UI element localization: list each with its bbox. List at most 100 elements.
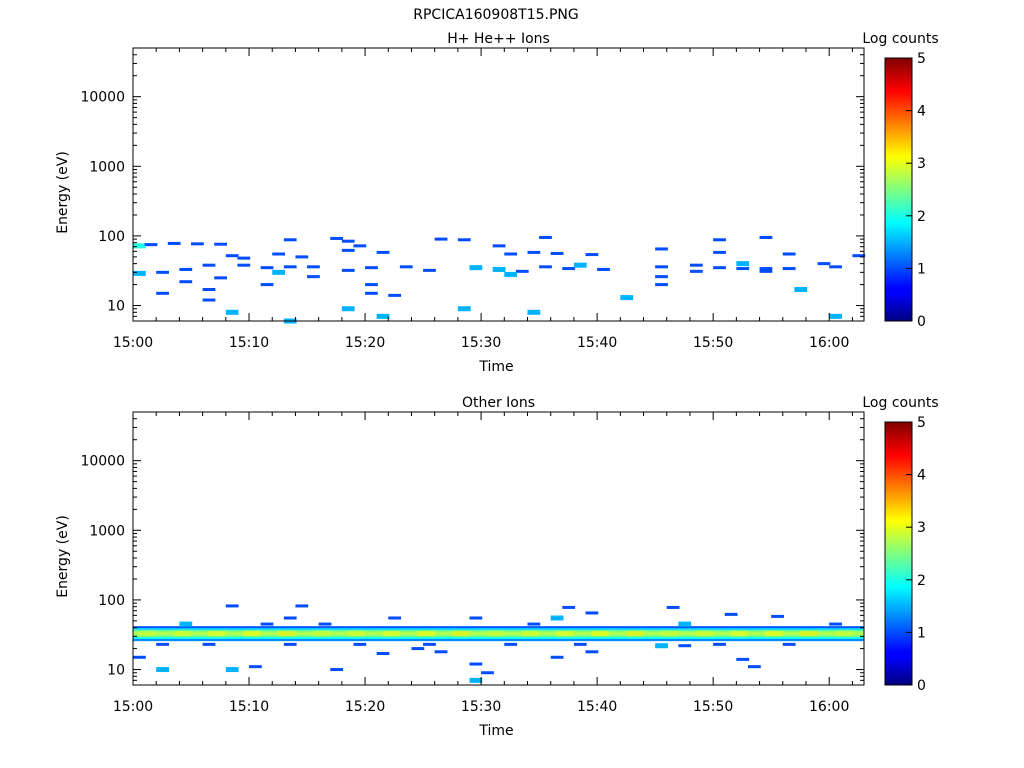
heatmap-cell <box>179 280 193 284</box>
heatmap-cell <box>550 251 564 255</box>
x-tick-label: 15:10 <box>229 335 269 351</box>
heatmap-cell <box>214 276 227 280</box>
x-tick-label: 15:10 <box>229 699 269 715</box>
heatmap-cell <box>260 266 274 270</box>
heatmap-cell <box>260 283 274 287</box>
heatmap-cell <box>655 265 668 269</box>
heatmap-cell <box>666 605 680 609</box>
x-tick-label: 15:20 <box>345 699 385 715</box>
colorbar-label: Log counts <box>862 31 938 47</box>
heatmap-cell <box>202 298 216 302</box>
panel-title: H+ He++ Ions <box>447 31 550 47</box>
heatmap-cell <box>504 642 518 646</box>
heatmap-cell <box>689 263 703 267</box>
heatmap-cell <box>515 269 529 273</box>
y-axis-label: Energy (eV) <box>55 151 71 234</box>
band-cell <box>486 630 505 637</box>
heatmap-cell <box>330 668 344 672</box>
band-cell <box>591 630 609 637</box>
heatmap-cell <box>388 616 402 620</box>
heatmap-cell <box>759 269 773 273</box>
heatmap-cell <box>237 256 251 260</box>
heatmap-cell <box>434 650 448 654</box>
axes-frame <box>132 411 865 686</box>
band-cell <box>382 630 400 637</box>
heatmap-cell <box>341 268 355 272</box>
heatmap-cell <box>562 267 576 271</box>
band-stripe <box>133 629 864 632</box>
colorbar-label: Log counts <box>862 395 938 411</box>
heatmap-cell <box>492 266 506 272</box>
colorbar-tick-label: 4 <box>917 468 926 484</box>
heatmap-cell <box>133 270 146 276</box>
heatmap-cell <box>782 267 796 271</box>
heatmap-cell <box>829 313 842 319</box>
colorbar-tick-label: 1 <box>917 261 926 277</box>
heatmap-cell <box>307 275 320 279</box>
heatmap-cell <box>388 293 402 297</box>
heatmap-cell <box>492 244 506 248</box>
x-axis-label: Time <box>478 723 513 739</box>
heatmap-cell <box>423 268 436 272</box>
heatmap-cell <box>573 642 587 646</box>
colorbar-tick-label: 5 <box>917 415 926 431</box>
heatmap-cell <box>736 267 750 271</box>
heatmap-cell <box>260 622 274 626</box>
heatmap-cell <box>457 306 471 312</box>
heatmap-cell <box>191 242 204 246</box>
y-ticks <box>133 47 864 322</box>
heatmap-cell <box>469 662 483 666</box>
heatmap-cell <box>829 265 842 269</box>
heatmap-cell <box>597 267 610 271</box>
heatmap-cell <box>713 642 726 646</box>
heatmap-cell <box>469 616 483 620</box>
heatmap-cell <box>399 265 413 269</box>
colorbar-tick-label: 4 <box>917 104 926 120</box>
band-cell <box>208 630 226 637</box>
x-tick-label: 16:00 <box>809 699 849 715</box>
colorbar-tick-label: 2 <box>917 209 926 225</box>
band-stripe <box>133 627 864 630</box>
y-tick-label: 10000 <box>80 90 125 106</box>
heatmap-cell <box>202 263 216 267</box>
heatmap-cell <box>156 667 169 673</box>
heatmap-cells <box>133 604 864 683</box>
heatmap-cell <box>550 615 564 621</box>
band-cell <box>695 630 714 637</box>
x-tick-label: 15:40 <box>577 335 617 351</box>
plot-area <box>133 48 864 321</box>
heatmap-cell <box>156 291 169 295</box>
heatmap-cell <box>272 269 286 275</box>
band-cell <box>417 630 435 637</box>
y-tick-label: 10000 <box>80 454 125 470</box>
band-stripe <box>133 638 864 642</box>
x-tick-label: 16:00 <box>809 335 849 351</box>
colorbar-tick-label: 3 <box>917 520 926 536</box>
colorbar-tick-label: 2 <box>917 573 926 589</box>
band-cell <box>312 630 331 637</box>
band-cell <box>347 630 366 637</box>
heatmap-cell <box>504 252 518 256</box>
heatmap-cell <box>562 605 576 609</box>
colorbar-tick-label: 1 <box>917 625 926 641</box>
heatmap-cell <box>759 267 773 271</box>
heatmap-cell <box>678 621 692 627</box>
colorbar-gradient <box>884 421 913 686</box>
colorbar-tick-label: 3 <box>917 156 926 172</box>
heatmap-cell <box>365 283 378 287</box>
band-cell <box>138 630 157 637</box>
heatmap-cell <box>353 244 367 248</box>
heatmap-cell <box>167 241 181 245</box>
heatmap-cell <box>678 644 692 648</box>
heatmap-cell <box>341 239 355 243</box>
heatmap-cell <box>829 622 842 626</box>
x-tick-label: 15:50 <box>693 335 733 351</box>
heatmap-cell <box>689 269 703 273</box>
heatmap-cell <box>156 642 169 646</box>
heatmap-cell <box>585 611 599 615</box>
heatmap-cell <box>295 255 309 259</box>
heatmap-cell <box>423 642 436 646</box>
band-cell <box>626 630 644 637</box>
